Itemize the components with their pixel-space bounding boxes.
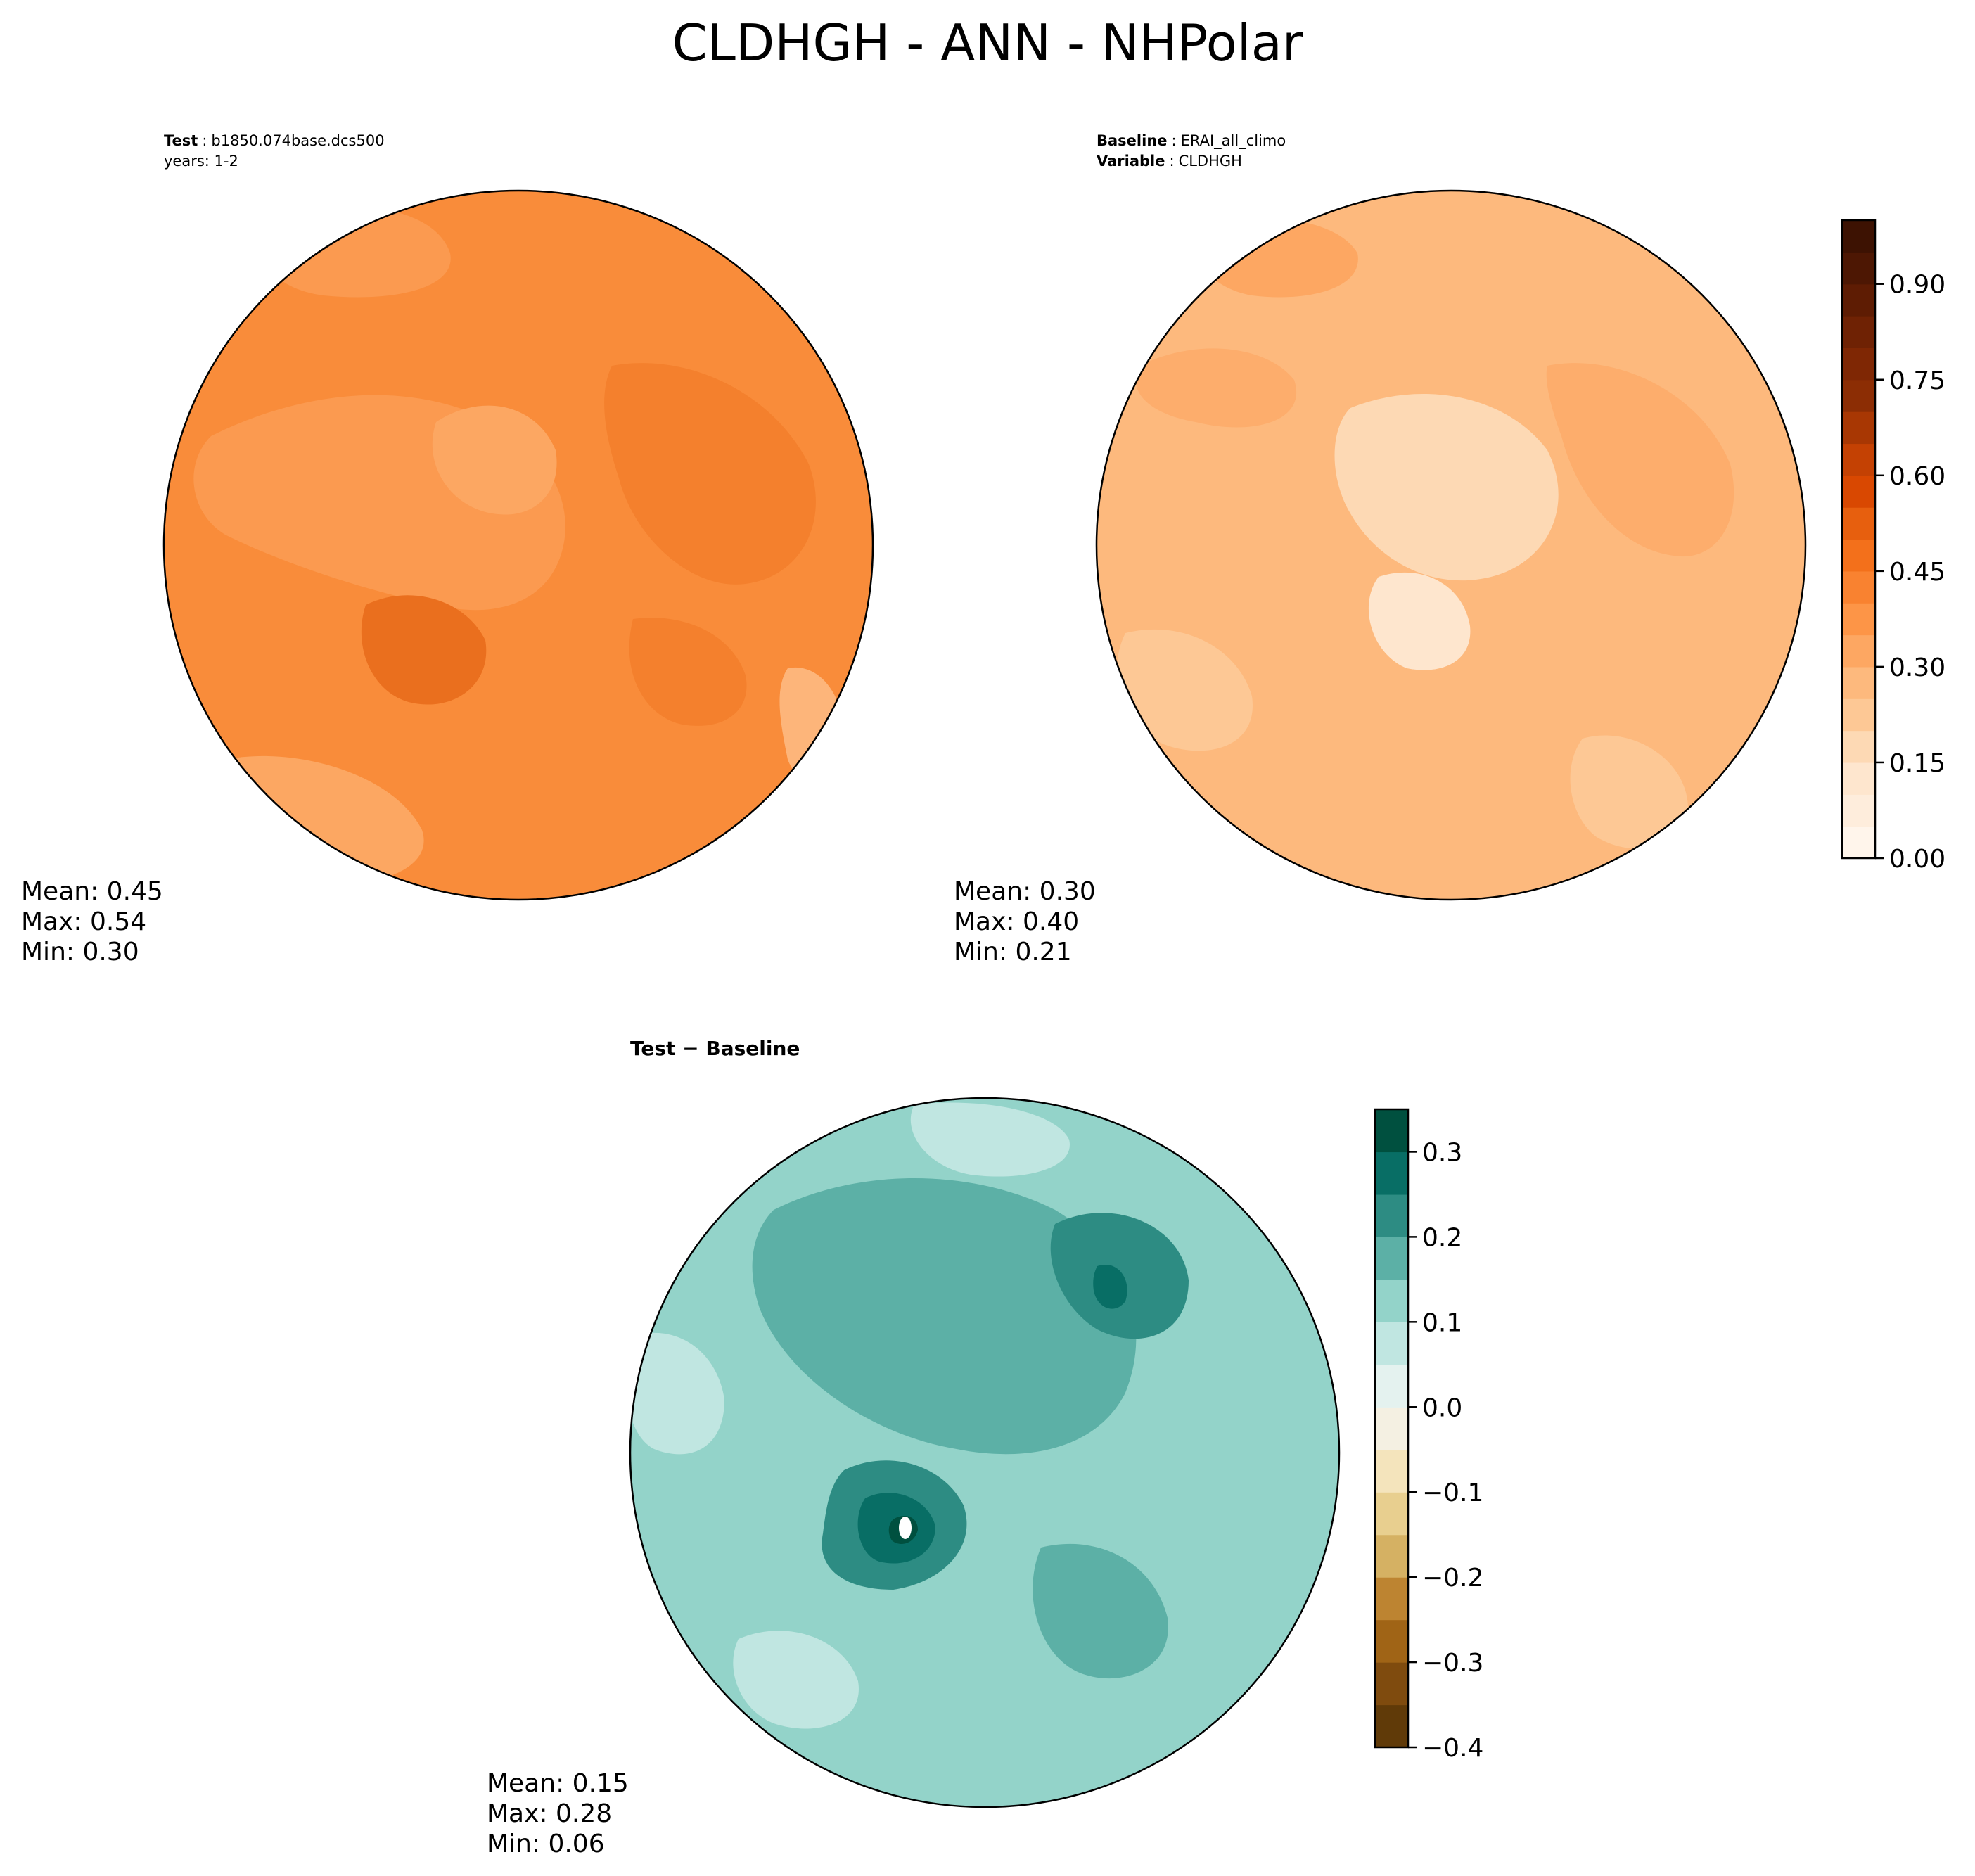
colorbar-field-tick-label: 0.15 [1889,749,1945,778]
colorbar-diff-frame [1374,1108,1410,1749]
colorbar-field-level [1842,347,1875,381]
colorbar-field-tick-label: 0.75 [1889,366,1945,395]
colorbar-field-tick-label: 0.90 [1889,271,1945,300]
colorbar-diff-tick-label: −0.1 [1422,1479,1483,1507]
colorbar-diff-level [1375,1322,1408,1365]
diff-mean: Mean: 0.15 [487,1769,629,1798]
colorbar-field-level [1842,283,1875,317]
panel-diff: Test − Baseline Mean: 0.15 Max: 0.28 Min… [487,1037,1341,1858]
test-mean: Mean: 0.45 [21,877,163,906]
colorbar-field-tick-label: 0.60 [1889,462,1945,491]
colorbar-field-level [1842,762,1875,795]
colorbar-field-level [1842,220,1875,253]
test-min: Min: 0.30 [21,938,139,966]
colorbar-field-level [1842,507,1875,540]
colorbar-field-level [1842,539,1875,572]
colorbar-diff-level [1375,1194,1408,1237]
colorbar-field-tick-label: 0.30 [1889,653,1945,682]
colorbar-field: 0.00 0.15 0.30 0.45 0.60 0.75 0.90 [1841,219,1945,874]
colorbar-diff-level [1375,1151,1408,1195]
test-years: years: 1-2 [164,153,238,170]
baseline-variable: Variable: CLDHGH [1097,153,1242,170]
figure-title: CLDHGH - ANN - NHPolar [672,13,1303,72]
colorbar-diff-level [1375,1407,1408,1450]
colorbar-diff-tick-label: −0.4 [1422,1734,1483,1763]
colorbar-field-level [1842,252,1875,285]
colorbar-diff-tick-label: 0.2 [1422,1223,1462,1252]
panel-test: Test: b1850.074base.dcs500 years: 1-2 Mea… [21,132,874,966]
colorbar-diff: −0.4 −0.3 −0.2 −0.1 0.0 0.1 0.2 0.3 [1374,1108,1483,1763]
colorbar-diff-level [1375,1492,1408,1536]
test-map [164,191,873,900]
diff-map-boundary [629,1097,1341,1808]
colorbar-field-level [1842,570,1875,604]
colorbar-diff-tick-label: 0.1 [1422,1308,1462,1337]
test-map-boundary [162,189,874,901]
test-max: Max: 0.54 [21,907,146,936]
colorbar-field-level [1842,603,1875,636]
colorbar-field-tick-label: 0.45 [1889,558,1945,587]
panel-baseline: Baseline: ERAI_all_climo Variable: CLDHGH … [954,132,1807,966]
test-header: Test: b1850.074base.dcs500 [164,132,385,149]
colorbar-diff-tick-label: 0.0 [1422,1393,1462,1422]
colorbar-diff-level [1375,1704,1408,1748]
colorbar-diff-level [1375,1449,1408,1493]
colorbar-diff-level [1375,1109,1408,1153]
colorbar-diff-tick-label: 0.3 [1422,1138,1462,1167]
colorbar-field-level [1842,794,1875,827]
baseline-map-boundary [1095,189,1807,901]
colorbar-field-level [1842,316,1875,348]
baseline-mean: Mean: 0.30 [954,877,1096,906]
colorbar-field-level [1842,666,1875,699]
colorbar-field-level [1842,826,1875,859]
colorbar-diff-level [1375,1237,1408,1280]
colorbar-diff-level [1375,1577,1408,1621]
colorbar-diff-level [1375,1364,1408,1408]
colorbar-field-level [1842,698,1875,732]
colorbar-diff-level [1375,1619,1408,1663]
baseline-header: Baseline: ERAI_all_climo [1097,132,1286,150]
colorbar-field-frame [1841,219,1877,860]
colorbar-field-level [1842,443,1875,476]
diff-max: Max: 0.28 [487,1799,612,1828]
baseline-max: Max: 0.40 [954,907,1079,936]
colorbar-field-tick-label: 0.00 [1889,845,1945,874]
colorbar-diff-level [1375,1279,1408,1322]
colorbar-field-level [1842,411,1875,445]
colorbar-field-level [1842,634,1875,668]
diff-map [630,1098,1339,1807]
colorbar-field-level [1842,730,1875,763]
baseline-min: Min: 0.21 [954,938,1072,966]
colorbar-diff-level [1375,1534,1408,1578]
colorbar-diff-level [1375,1662,1408,1706]
diff-min: Min: 0.06 [487,1830,605,1858]
colorbar-field-level [1842,475,1875,508]
diff-header: Test − Baseline [630,1037,800,1060]
baseline-map [1097,191,1805,900]
colorbar-field-level [1842,379,1875,412]
colorbar-diff-tick-label: −0.3 [1422,1649,1483,1678]
colorbar-diff-tick-label: −0.2 [1422,1564,1483,1593]
